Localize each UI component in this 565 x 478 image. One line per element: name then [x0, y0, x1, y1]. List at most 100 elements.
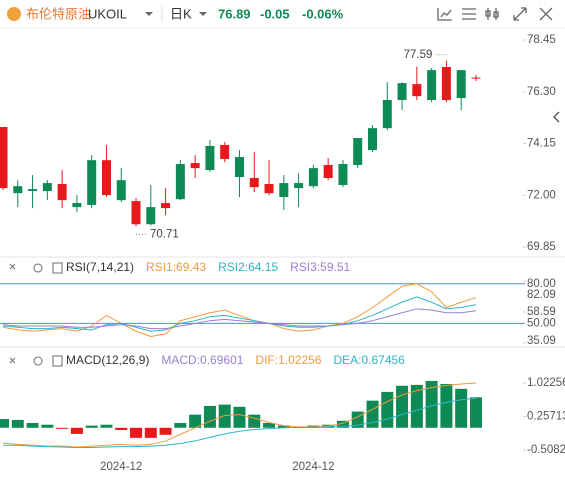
y-tick-label: 78.45: [527, 34, 556, 46]
candle-body: [131, 201, 141, 225]
macd-bar: [100, 424, 113, 428]
candle-body: [294, 183, 304, 189]
fullscreen-button[interactable]: [513, 7, 527, 21]
y-tick-label: 1.02256: [527, 377, 565, 389]
candle-body: [308, 168, 318, 187]
candle-body: [116, 180, 126, 201]
period[interactable]: 日K: [170, 6, 192, 21]
macd-bar: [277, 425, 290, 428]
annotation-label: 77.59: [404, 49, 433, 61]
macd-bar: [218, 404, 231, 428]
candle-body: [368, 128, 377, 151]
symbol[interactable]: UKOIL: [88, 6, 127, 21]
candle-body: [427, 70, 437, 100]
candle-body: [441, 67, 451, 100]
candle-body: [471, 77, 481, 79]
close-button[interactable]: [539, 7, 553, 21]
candle-body: [456, 70, 466, 99]
macd-bar: [11, 419, 24, 428]
candle-body: [234, 157, 244, 178]
macd-bar: [233, 406, 246, 428]
y-tick-label: 0.25713: [527, 411, 565, 423]
candle-body: [72, 203, 82, 208]
macd-bar: [410, 384, 423, 428]
y-tick-label: 74.15: [527, 138, 556, 150]
close-indicator[interactable]: [9, 263, 16, 270]
period-dropdown[interactable]: [199, 12, 207, 16]
rsi-icons: [9, 262, 63, 274]
indicator-line: [2, 296, 477, 332]
close-indicator[interactable]: [9, 357, 16, 364]
y-tick-label: 82.09: [527, 289, 556, 301]
change: -0.05: [260, 6, 290, 21]
candle-body: [13, 186, 23, 194]
macd-bar: [469, 397, 482, 428]
y-tick-label: 58.59: [527, 306, 556, 318]
macd-bar: [248, 414, 261, 428]
expand-arrow[interactable]: [553, 111, 560, 123]
candle-body: [249, 177, 259, 188]
macd-bar: [70, 427, 83, 434]
x-tick-label: 2024-12: [100, 461, 142, 473]
candle-body: [146, 207, 156, 225]
indicator-settings[interactable]: [33, 263, 43, 273]
macd-bar: [159, 427, 172, 435]
indicator-toggle[interactable]: [52, 355, 63, 367]
indicator-title: RSI(7,14,21): [66, 260, 134, 274]
indicator-line: [2, 382, 476, 448]
candle-body: [264, 184, 274, 194]
candle-body: [42, 183, 52, 191]
macd-bar: [41, 424, 54, 428]
legend-entry: RSI1:69.43: [146, 260, 206, 274]
symbol-dropdown[interactable]: [145, 12, 153, 16]
macd-bar: [0, 419, 9, 428]
candle-body: [101, 160, 111, 196]
style-button[interactable]: [485, 8, 499, 20]
candle-body: [57, 184, 67, 201]
y-tick-label: -0.50829: [527, 444, 565, 456]
indicator-title: MACD(12,26,9): [66, 353, 149, 367]
macd-bar: [26, 422, 39, 428]
macd-bar: [144, 427, 157, 438]
indicator-button[interactable]: [437, 8, 452, 21]
candle-body: [382, 99, 392, 129]
candle-body: [220, 145, 230, 159]
candle-body: [190, 163, 200, 169]
candle-body: [279, 183, 289, 198]
toolbar: [437, 7, 553, 21]
macd-bar: [203, 405, 216, 428]
macd-icons: [9, 355, 63, 367]
macd-bar: [440, 384, 453, 428]
x-tick-label: 2024-12: [292, 461, 334, 473]
indicator-toggle[interactable]: [52, 262, 63, 274]
macd-bar: [396, 385, 409, 428]
legend-entry: DEA:0.67456: [333, 353, 405, 367]
macd-bar: [174, 422, 187, 428]
candle-body: [412, 84, 422, 97]
price: 76.89: [218, 6, 251, 21]
macd-bar: [189, 414, 202, 428]
macd-bar: [425, 380, 438, 428]
annotation-label: 70.71: [150, 228, 179, 240]
indicator-line: [2, 308, 477, 330]
y-tick-label: 35.09: [527, 335, 556, 347]
candle-body: [205, 145, 215, 171]
macd-bar: [455, 388, 468, 428]
reference-label: 80.00: [527, 278, 556, 290]
candle-body: [0, 126, 8, 189]
candle-body: [28, 189, 38, 191]
reference-label: 50.00: [527, 317, 556, 329]
macd-bar: [85, 425, 98, 428]
candle-body: [338, 164, 348, 185]
macd-bar: [130, 427, 143, 438]
y-tick-label: 72.00: [527, 189, 556, 201]
macd-bar: [336, 420, 349, 428]
legend-entry: RSI2:64.15: [218, 260, 278, 274]
legend-entry: RSI3:59.51: [290, 260, 350, 274]
symbol-icon: [7, 7, 21, 21]
instrument-name: 布伦特原油: [26, 6, 91, 21]
indicator-settings[interactable]: [33, 356, 43, 366]
settings-button[interactable]: [462, 8, 476, 20]
candle-body: [323, 164, 333, 178]
